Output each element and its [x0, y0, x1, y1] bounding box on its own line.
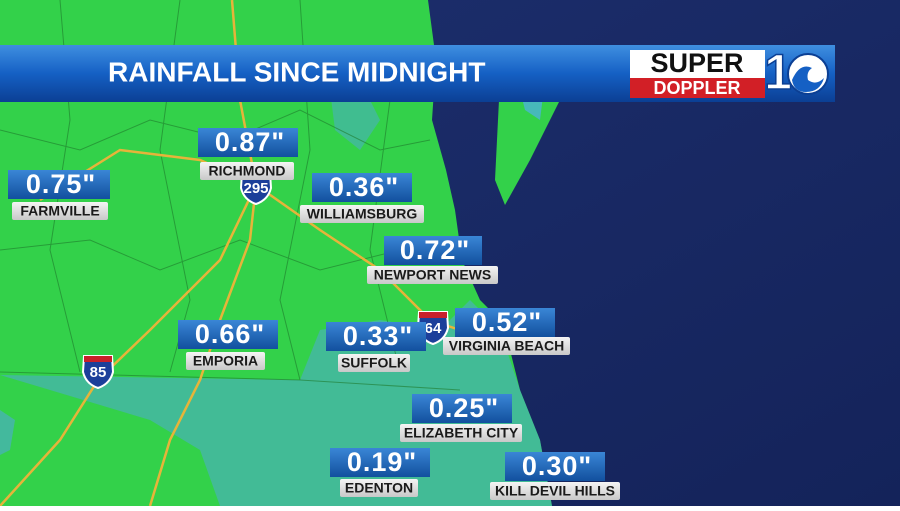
- title: RAINFALL SINCE MIDNIGHT: [108, 56, 485, 87]
- amount-box: [384, 236, 482, 265]
- city: NEWPORT NEWS: [374, 267, 491, 283]
- shield-number: 85: [90, 364, 107, 381]
- amount: 0.75": [26, 169, 96, 199]
- city: SUFFOLK: [341, 355, 407, 371]
- station: 0.72" NEWPORT NEWS: [367, 235, 498, 284]
- city: VIRGINIA BEACH: [449, 338, 564, 354]
- amount-box: [455, 308, 555, 337]
- city-box: [367, 266, 498, 284]
- station: 0.66" EMPORIA: [178, 319, 278, 370]
- station: 0.36" WILLIAMSBURG: [300, 172, 424, 223]
- amount-box: [178, 320, 278, 349]
- station: 0.33" SUFFOLK: [326, 321, 426, 372]
- city: ELIZABETH CITY: [404, 425, 519, 441]
- logo-line2: DOPPLER: [653, 78, 740, 98]
- station: 0.30" KILL DEVIL HILLS: [490, 451, 620, 500]
- amount-box: [330, 448, 430, 477]
- amount: 0.19": [347, 447, 417, 477]
- station: 0.87" RICHMOND: [198, 127, 298, 180]
- rain-light: [0, 410, 15, 455]
- shield-top: [419, 312, 447, 318]
- station: 0.75" FARMVILLE: [8, 169, 110, 220]
- station: 0.19" EDENTON: [330, 447, 430, 497]
- city-box: [300, 205, 424, 223]
- city-box: [340, 479, 418, 497]
- city-box: [12, 202, 108, 220]
- amount: 0.66": [195, 319, 265, 349]
- city-box: [186, 352, 265, 370]
- amount-box: [8, 170, 110, 199]
- city: FARMVILLE: [20, 203, 99, 219]
- amount: 0.87": [215, 127, 285, 157]
- city: RICHMOND: [209, 163, 286, 179]
- city: KILL DEVIL HILLS: [495, 483, 615, 499]
- logo: SUPER DOPPLER 1: [630, 43, 829, 101]
- shield-top: [84, 356, 112, 362]
- city-box: [490, 482, 620, 500]
- city-box: [443, 337, 570, 355]
- amount-box: [326, 322, 426, 351]
- station: 0.52"VIRGINIA BEACH: [443, 307, 570, 355]
- amount-box: [412, 394, 512, 423]
- logo-wave: [792, 66, 824, 92]
- amount: 0.52": [472, 307, 542, 337]
- logo-bottom: [630, 78, 765, 98]
- interstate-shield: [81, 355, 115, 390]
- city-box: [338, 354, 410, 372]
- amount: 0.33": [343, 321, 413, 351]
- amount-box: [505, 452, 605, 481]
- amount-box: [198, 128, 298, 157]
- shield-number: 295: [243, 180, 268, 197]
- amount: 0.25": [429, 393, 499, 423]
- city: WILLIAMSBURG: [307, 206, 418, 222]
- amount-box: [312, 173, 412, 202]
- city-box: [200, 162, 294, 180]
- city: EDENTON: [345, 480, 413, 496]
- amount: 0.30": [522, 451, 592, 481]
- station: 0.25" ELIZABETH CITY: [400, 393, 522, 442]
- logo-top: [630, 50, 765, 78]
- logo-line1: SUPER: [650, 48, 743, 78]
- shield-number: 64: [425, 320, 442, 337]
- city-box: [400, 424, 522, 442]
- amount: 0.72": [400, 235, 470, 265]
- amount: 0.36": [329, 172, 399, 202]
- city: EMPORIA: [193, 353, 258, 369]
